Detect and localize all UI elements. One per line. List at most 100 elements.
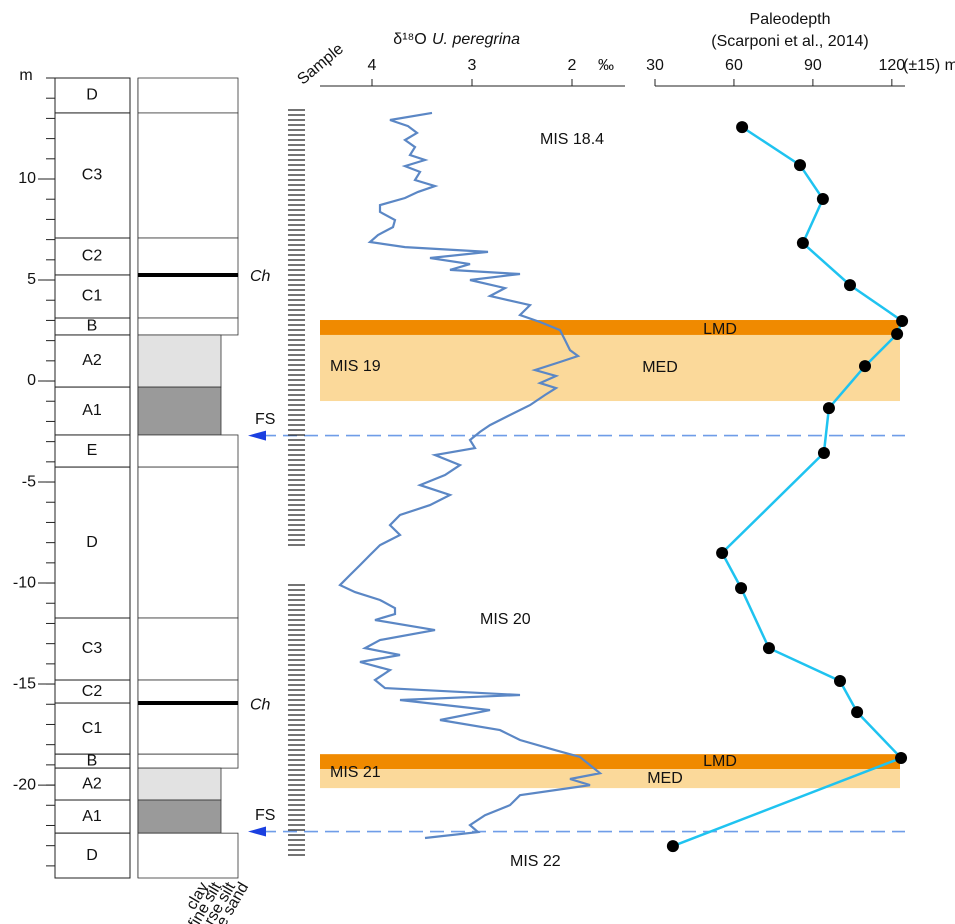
lithology: [137, 617, 239, 681]
point: [762, 642, 775, 655]
curve: [338, 111, 603, 840]
point: [736, 121, 749, 134]
unit-label: C1: [82, 288, 103, 305]
paleodepth-title: Paleodepth: [750, 11, 831, 28]
x-tick-label: 2: [568, 57, 577, 74]
unit-label: A1: [82, 808, 102, 825]
unit-box: [54, 274, 131, 319]
y-tick-label: -5: [22, 473, 36, 490]
lithology: [137, 237, 239, 276]
band: [320, 754, 900, 770]
point: [895, 752, 908, 764]
unit-box: [54, 77, 131, 114]
unit-label: C3: [82, 167, 103, 184]
unit-label: B: [87, 752, 98, 769]
unit-box: [54, 832, 131, 879]
unit-label: C1: [82, 720, 103, 737]
band-label: MED: [647, 770, 683, 787]
unit-box: [54, 386, 131, 436]
lithology: [137, 753, 239, 769]
unit-label: C2: [82, 248, 103, 265]
unit-label: E: [87, 442, 98, 459]
y-tick-label: 0: [27, 372, 36, 389]
lithology: [137, 702, 239, 755]
unit-box: [54, 767, 131, 801]
point: [735, 582, 748, 595]
point: [859, 360, 871, 373]
species: U. peregrina: [432, 31, 520, 48]
point: [794, 159, 806, 172]
unit-label: A2: [82, 775, 102, 792]
lithology: [137, 334, 222, 388]
point: [834, 675, 846, 688]
sample-label: Sample: [294, 40, 347, 88]
band: [320, 334, 900, 402]
lithology: [137, 434, 239, 468]
point: [716, 546, 729, 559]
lithology: [137, 112, 239, 239]
unit-box: [54, 434, 131, 468]
lithology: [137, 466, 239, 619]
stage-label: MIS 21: [330, 764, 381, 781]
band-label: LMD: [703, 321, 737, 338]
y-tick-label: 10: [18, 170, 36, 187]
stage-label: MIS 20: [480, 611, 531, 628]
point: [896, 315, 909, 328]
x-tick-label: 4: [368, 57, 377, 74]
fs-arrow: [248, 430, 266, 441]
lithology: [137, 317, 239, 336]
paleodepth-subtitle: (Scarponi et al., 2014): [711, 33, 868, 50]
unit-box: [54, 237, 131, 276]
paleodepth-unit: (±15) m: [903, 57, 955, 74]
fs-arrow: [248, 826, 266, 837]
lithology: [137, 274, 239, 319]
lithology: [137, 679, 239, 704]
flooding-label: FS: [255, 807, 275, 824]
condensed-label: Ch: [250, 696, 271, 713]
point: [844, 279, 856, 292]
band: [320, 769, 900, 789]
x-tick-label: 60: [725, 57, 743, 74]
point: [851, 706, 864, 719]
y-tick-label: -10: [13, 574, 36, 591]
lithology: [137, 767, 222, 801]
band: [320, 320, 900, 335]
band-label: LMD: [703, 753, 737, 770]
unit-label: B: [87, 318, 98, 335]
stage-label: MIS 19: [330, 358, 381, 375]
point: [891, 327, 904, 340]
flooding-label: FS: [255, 411, 275, 428]
unit-label: D: [86, 87, 98, 104]
unit-box: [54, 702, 131, 755]
unit-label: C2: [82, 683, 103, 700]
lithology: [137, 799, 222, 834]
d18o-title: δ¹⁸O: [393, 31, 426, 48]
stage-label: MIS 18.4: [540, 131, 604, 148]
curve: [672, 126, 904, 848]
condensed-label: Ch: [250, 268, 271, 285]
x-tick-label: 3: [468, 57, 477, 74]
point: [666, 840, 679, 853]
depth-unit: m: [19, 67, 32, 84]
x-tick-label: 30: [646, 57, 664, 74]
y-tick-label: -20: [13, 776, 36, 793]
point: [817, 446, 830, 459]
lithology: [137, 77, 239, 114]
point: [816, 193, 829, 206]
unit-box: [54, 112, 131, 239]
unit-label: D: [86, 534, 98, 551]
stage-label: MIS 22: [510, 853, 561, 870]
d18o-unit: ‰: [598, 57, 614, 74]
x-tick-label: 90: [804, 57, 822, 74]
y-tick-label: -15: [13, 675, 36, 692]
unit-label: A1: [82, 402, 102, 419]
bands-layer: [320, 320, 900, 789]
lithology: [137, 832, 239, 879]
point: [822, 402, 835, 415]
unit-label: C3: [82, 640, 103, 657]
x-tick-label: 120: [878, 57, 905, 74]
y-tick-label: 5: [27, 271, 36, 288]
band-label: MED: [642, 359, 678, 376]
lithology: [137, 386, 222, 436]
